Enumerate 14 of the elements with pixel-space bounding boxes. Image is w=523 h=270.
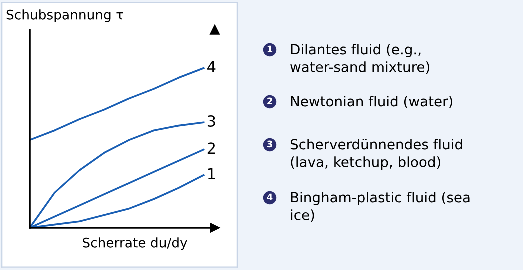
series-label: 1	[208, 168, 216, 180]
series-label: 2	[208, 142, 215, 154]
series-label: 4	[208, 61, 216, 73]
text: 3	[267, 140, 272, 148]
x-axis-title: Scherrate du/dy	[83, 238, 188, 250]
text: 2	[268, 98, 272, 104]
series-label: 3	[208, 115, 216, 128]
text: 4	[267, 194, 273, 200]
text: Dilantes fluid (e.g., water-sand mixture)	[290, 44, 430, 74]
y-axis-title: Schubspannung τ	[6, 10, 124, 22]
text: Scherverdünnendes fluid (lava, ketchup, blood)	[290, 139, 462, 170]
text: Newtonian fluid (water)	[291, 96, 452, 108]
text: 1	[268, 46, 273, 52]
text: Bingham-plastic fluid (sea ice)	[291, 192, 470, 222]
